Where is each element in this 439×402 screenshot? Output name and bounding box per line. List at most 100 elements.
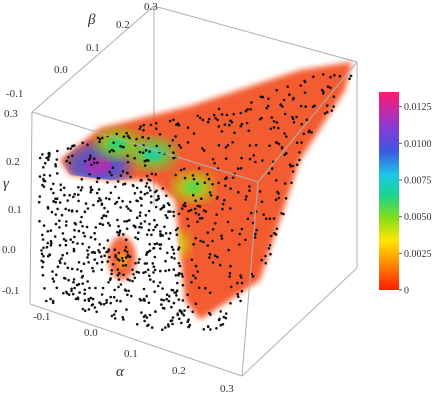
scatter-point — [45, 299, 48, 303]
scatter-point — [69, 147, 72, 150]
scatter-point — [68, 161, 72, 165]
beta-axis-label: β — [87, 12, 96, 28]
scatter-point — [110, 314, 114, 318]
scatter-point — [117, 251, 121, 255]
scatter-point — [117, 225, 120, 228]
scatter-point — [75, 283, 79, 287]
scatter-point — [145, 316, 149, 319]
scatter-point — [245, 195, 248, 198]
scatter-point — [237, 190, 240, 194]
scatter-point — [135, 186, 139, 190]
scatter-point — [283, 132, 286, 135]
scatter-point — [226, 144, 230, 147]
scatter-point — [75, 209, 79, 213]
scatter-point — [190, 281, 193, 284]
scatter-point — [192, 274, 195, 277]
gamma-tick-label: 0.3 — [4, 108, 18, 120]
alpha-tick-label: 0.3 — [220, 383, 234, 395]
scatter-point — [176, 227, 179, 230]
scatter-point — [177, 262, 181, 265]
scatter-point — [223, 123, 227, 126]
scatter-point — [145, 159, 148, 162]
scatter-point — [230, 229, 234, 232]
scatter-point — [67, 293, 71, 296]
scatter-point — [93, 231, 96, 235]
scatter-point — [172, 118, 175, 122]
scatter-point — [80, 215, 83, 219]
scatter-point — [240, 227, 244, 231]
scatter-point — [159, 247, 162, 250]
scatter-point — [154, 121, 158, 125]
scatter-point — [248, 189, 251, 192]
scatter-point — [148, 249, 152, 252]
scatter-point — [92, 161, 96, 165]
scatter-point — [121, 170, 125, 173]
scatter-point — [165, 293, 169, 297]
gamma-tick-label: -0.1 — [2, 285, 19, 297]
scatter-point — [52, 182, 55, 186]
scatter-point — [100, 202, 104, 205]
scatter-point — [162, 204, 166, 207]
scatter-point — [275, 88, 279, 92]
scatter-point — [86, 256, 89, 259]
scatter-point — [136, 199, 139, 203]
scatter-point — [62, 237, 66, 241]
scatter-point — [310, 131, 313, 134]
scatter-point — [140, 204, 143, 207]
scatter-point — [93, 157, 96, 160]
scatter-point — [97, 249, 100, 252]
scatter-point — [60, 213, 64, 217]
scatter-point — [304, 105, 308, 108]
scatter-point — [64, 243, 68, 247]
scatter-point — [49, 239, 53, 243]
scatter-point — [144, 185, 148, 188]
scatter-point — [251, 221, 255, 225]
scatter-point — [152, 247, 155, 250]
scatter-point — [65, 220, 68, 223]
scatter-point — [170, 245, 174, 249]
scatter-point — [158, 133, 162, 136]
scatter-point — [283, 112, 287, 116]
scatter-point — [217, 125, 221, 128]
scatter-point — [217, 107, 221, 111]
scatter-point — [180, 272, 184, 276]
scatter-point — [138, 214, 142, 217]
scatter-point — [155, 144, 158, 148]
scatter-point — [298, 158, 301, 162]
scatter-point — [172, 252, 176, 255]
scatter-point — [118, 271, 121, 275]
scatter-point — [220, 237, 224, 240]
scatter-point — [282, 98, 286, 102]
scatter-point — [145, 233, 149, 236]
scatter-point — [83, 309, 87, 313]
scatter-point — [95, 191, 99, 195]
scatter-point — [140, 226, 143, 229]
scatter-point — [125, 131, 128, 135]
scatter-point — [239, 167, 243, 170]
scatter-point — [49, 229, 53, 232]
scatter-point — [153, 218, 156, 222]
scatter-point — [147, 137, 150, 140]
scatter-point — [219, 323, 223, 327]
scatter-point — [116, 274, 120, 277]
scatter-point — [122, 273, 125, 277]
scatter-point — [158, 281, 162, 284]
scatter-point — [83, 159, 87, 163]
scatter-point — [92, 269, 95, 273]
scatter-point — [191, 193, 195, 197]
colorbar-tick-label: 0.0025 — [404, 249, 432, 260]
scatter-point — [179, 168, 183, 172]
scatter-point — [72, 278, 76, 281]
scatter-point — [228, 275, 231, 278]
scatter-point — [54, 213, 57, 216]
scatter-point — [170, 255, 173, 259]
scatter-point — [90, 163, 93, 167]
scatter-point — [164, 326, 167, 329]
scatter-point — [164, 214, 167, 217]
scatter-point — [131, 279, 134, 283]
scatter-point — [64, 224, 68, 227]
scatter-point — [300, 122, 304, 126]
scatter-point — [143, 192, 147, 196]
scatter-point — [202, 240, 205, 244]
scatter-point — [43, 161, 47, 165]
